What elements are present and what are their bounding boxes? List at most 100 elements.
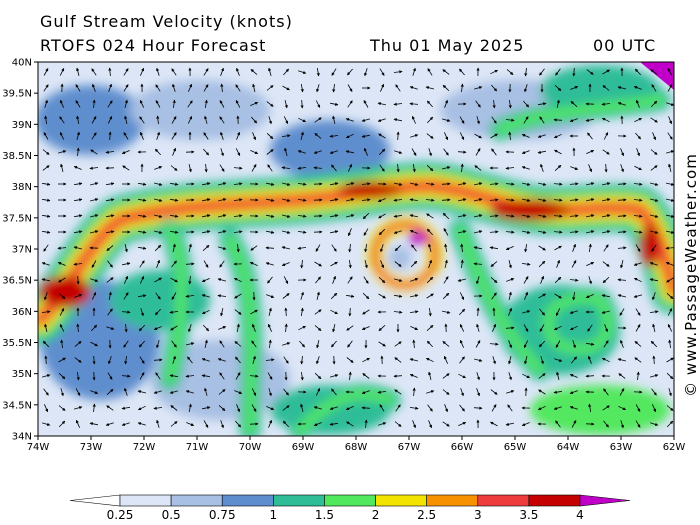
lon-label: 70W <box>239 442 262 453</box>
current-arrow <box>218 214 227 218</box>
current-arrow <box>666 420 674 428</box>
current-arrow <box>619 388 625 396</box>
map-area <box>38 62 674 436</box>
current-arrow <box>218 230 227 234</box>
current-arrow <box>76 371 80 381</box>
current-arrow <box>473 246 482 250</box>
current-arrow <box>538 389 546 395</box>
current-arrow <box>300 131 304 140</box>
current-arrow <box>459 116 465 124</box>
lat-label: 38.5N <box>2 151 32 162</box>
current-arrow <box>217 294 227 298</box>
current-arrow <box>378 228 386 236</box>
current-arrow <box>91 260 97 268</box>
current-arrow <box>172 243 176 252</box>
current-arrow <box>521 422 530 426</box>
current-arrow <box>202 230 211 234</box>
current-arrow <box>314 133 322 139</box>
current-arrow <box>220 67 224 76</box>
current-arrow <box>665 262 674 266</box>
current-arrow <box>652 132 656 141</box>
current-arrow <box>298 325 307 331</box>
current-arrow <box>235 372 241 380</box>
current-arrow <box>460 259 464 269</box>
current-arrow <box>361 182 371 186</box>
current-arrow <box>586 214 595 218</box>
current-arrow <box>475 100 481 108</box>
current-arrow <box>633 182 643 186</box>
current-arrow <box>569 325 578 331</box>
current-arrow <box>553 133 562 139</box>
current-arrow <box>459 339 464 348</box>
current-arrow <box>604 163 608 173</box>
current-arrow <box>187 100 193 108</box>
legend-swatch <box>119 494 172 507</box>
current-arrow <box>426 213 434 219</box>
current-arrow <box>442 341 450 347</box>
current-arrow <box>138 182 147 186</box>
current-arrow <box>236 323 240 332</box>
current-arrow <box>459 132 465 141</box>
current-arrow <box>489 246 498 250</box>
current-arrow <box>268 116 272 125</box>
current-arrow <box>585 294 594 299</box>
current-arrow <box>107 115 113 124</box>
current-arrow <box>171 132 177 140</box>
current-arrow <box>91 132 97 140</box>
current-arrow <box>569 374 578 378</box>
current-arrow <box>266 101 274 107</box>
current-arrow <box>188 403 192 412</box>
current-arrow <box>188 243 192 252</box>
current-arrow <box>170 230 179 234</box>
current-arrow <box>489 214 499 218</box>
eddy-max-spot <box>408 231 428 245</box>
current-arrow <box>505 118 515 122</box>
current-arrow <box>473 406 483 410</box>
legend-label: 1 <box>270 508 278 522</box>
lat-label: 40N <box>12 58 32 69</box>
current-arrow <box>666 293 674 300</box>
current-arrow <box>313 150 322 154</box>
current-arrow <box>155 292 161 300</box>
current-arrow <box>474 230 483 234</box>
current-arrow <box>267 372 273 380</box>
current-arrow <box>252 323 256 332</box>
lon-label: 73W <box>80 442 103 453</box>
current-arrow <box>394 357 402 363</box>
current-arrow <box>331 388 337 396</box>
current-arrow <box>73 262 83 266</box>
current-arrow <box>394 150 403 154</box>
current-arrow <box>426 340 433 348</box>
current-arrow <box>603 244 609 252</box>
current-arrow <box>491 292 497 300</box>
current-arrow <box>668 388 672 397</box>
current-arrow <box>170 405 178 411</box>
current-arrow <box>586 342 595 346</box>
current-arrow <box>234 293 242 299</box>
current-arrow <box>187 115 193 124</box>
current-arrow <box>443 148 449 156</box>
lon-label: 68W <box>345 442 368 453</box>
current-arrow <box>569 278 579 282</box>
current-arrow <box>187 356 193 364</box>
current-arrow <box>74 294 83 298</box>
current-arrow <box>633 262 642 266</box>
current-arrow <box>491 148 497 156</box>
current-arrow <box>379 164 385 172</box>
current-arrow <box>347 84 353 92</box>
lon-label: 69W <box>292 442 315 453</box>
current-arrow <box>154 244 162 252</box>
current-arrow <box>138 198 147 202</box>
current-arrow <box>250 150 259 155</box>
current-arrow <box>204 339 208 348</box>
current-arrow <box>652 404 657 413</box>
current-arrow <box>554 276 562 284</box>
current-arrow <box>169 390 178 394</box>
current-arrow <box>650 340 658 348</box>
current-arrow <box>138 324 146 332</box>
current-arrow <box>379 404 385 412</box>
velocity-legend: 0.25 0.5 0.75 1 1.5 2 2.5 3 3.5 4 <box>69 494 631 522</box>
current-arrow <box>185 390 194 394</box>
current-arrow <box>138 214 147 218</box>
current-arrow <box>60 388 64 397</box>
